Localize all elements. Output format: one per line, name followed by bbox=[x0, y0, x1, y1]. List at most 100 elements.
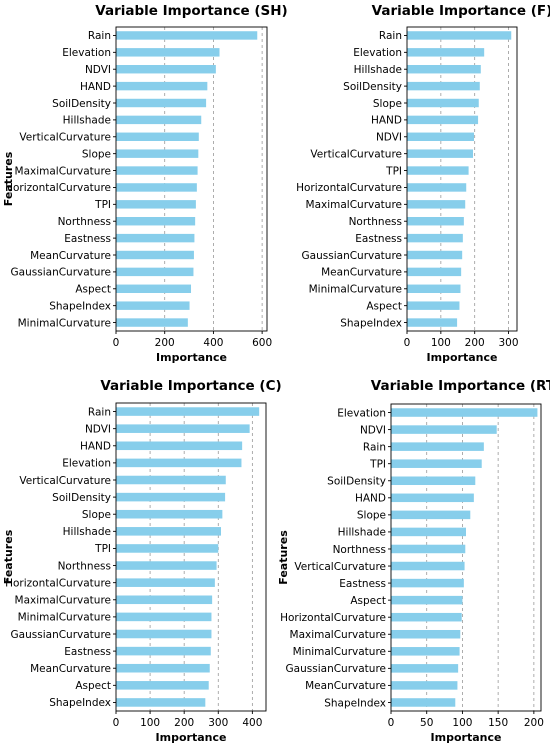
bar bbox=[391, 647, 460, 656]
bar bbox=[116, 612, 212, 622]
x-tick-label: 200 bbox=[465, 337, 485, 349]
bar bbox=[116, 183, 197, 192]
y-tick-label: NDVI bbox=[85, 423, 111, 435]
y-tick-label: Northness bbox=[349, 216, 402, 228]
bar bbox=[116, 646, 211, 656]
x-tick-label: 300 bbox=[208, 717, 228, 729]
bar bbox=[116, 301, 190, 310]
chart-panel-f: Variable Importance (F) Rain Elevation Hill… bbox=[296, 3, 550, 364]
y-tick-label: Rain bbox=[363, 441, 386, 453]
y-tick-label: MaximalCurvature bbox=[15, 595, 111, 607]
bar bbox=[116, 561, 217, 570]
y-tick-label: Rain bbox=[379, 30, 402, 42]
y-tick-label: HAND bbox=[355, 493, 386, 505]
plot-frame bbox=[115, 26, 268, 332]
y-tick-label: MeanCurvature bbox=[30, 250, 111, 262]
plot-frame bbox=[115, 402, 267, 712]
y-tick-label: Eastness bbox=[64, 233, 111, 245]
y-tick-label: MinimalCurvature bbox=[309, 284, 402, 296]
y-tick-label: TPI bbox=[94, 543, 111, 555]
y-tick-label: Slope bbox=[82, 509, 111, 521]
bar bbox=[391, 698, 456, 707]
bar bbox=[391, 425, 497, 434]
y-tick-label: Rain bbox=[88, 406, 111, 418]
y-tick-label: Elevation bbox=[337, 407, 386, 419]
x-tick-label: 400 bbox=[203, 337, 223, 349]
bar bbox=[391, 408, 538, 417]
y-tick-label: MinimalCurvature bbox=[18, 612, 111, 624]
x-tick-label: 200 bbox=[524, 717, 544, 729]
bar bbox=[116, 544, 219, 553]
bar bbox=[116, 48, 220, 57]
bar bbox=[391, 681, 458, 690]
bar bbox=[116, 318, 188, 327]
bar bbox=[407, 81, 480, 91]
y-tick-label: ShapeIndex bbox=[49, 697, 111, 709]
y-tick-label: MeanCurvature bbox=[321, 267, 402, 279]
y-tick-label: SoilDensity bbox=[343, 81, 402, 93]
bar bbox=[116, 267, 194, 277]
chart-title: Variable Importance (RT) bbox=[371, 378, 550, 394]
y-tick-label: HorizontalCurvature bbox=[296, 182, 402, 194]
bar bbox=[116, 509, 223, 519]
y-axis-label: Features bbox=[2, 529, 15, 584]
bar bbox=[116, 31, 258, 40]
plot-frame bbox=[406, 26, 518, 332]
bar bbox=[116, 527, 221, 536]
y-tick-label: Elevation bbox=[62, 458, 111, 470]
bar bbox=[116, 98, 207, 108]
y-tick-label: HAND bbox=[80, 441, 111, 453]
bar bbox=[391, 442, 484, 451]
bar bbox=[116, 698, 206, 707]
y-tick-label: SoilDensity bbox=[327, 476, 386, 488]
x-tick-label: 100 bbox=[431, 337, 451, 349]
y-tick-label: MinimalCurvature bbox=[18, 317, 111, 329]
bar bbox=[116, 475, 226, 485]
bar bbox=[116, 284, 192, 293]
y-axis-label: Features bbox=[277, 530, 290, 585]
bar bbox=[407, 31, 512, 40]
bar bbox=[116, 441, 243, 451]
y-tick-label: Aspect bbox=[350, 595, 386, 607]
y-tick-label: HorizontalCurvature bbox=[280, 612, 386, 624]
bar bbox=[391, 476, 476, 486]
bar bbox=[407, 132, 475, 141]
x-tick-label: 600 bbox=[252, 337, 272, 349]
y-tick-label: GaussianCurvature bbox=[302, 250, 402, 262]
bar bbox=[391, 664, 459, 673]
y-tick-label: MaximalCurvature bbox=[290, 629, 386, 641]
bar bbox=[407, 318, 458, 327]
bar bbox=[391, 527, 466, 537]
y-tick-label: TPI bbox=[94, 199, 111, 211]
bar bbox=[407, 284, 461, 293]
y-tick-label: Northness bbox=[58, 560, 111, 572]
x-tick-label: 400 bbox=[242, 717, 262, 729]
y-tick-label: VerticalCurvature bbox=[294, 561, 386, 573]
x-tick-label: 200 bbox=[174, 717, 194, 729]
bar bbox=[391, 459, 482, 468]
bar bbox=[116, 200, 196, 209]
bar bbox=[391, 544, 466, 554]
bar bbox=[116, 424, 250, 433]
bar bbox=[116, 149, 199, 158]
x-tick-label: 300 bbox=[499, 337, 519, 349]
y-tick-label: Northness bbox=[333, 544, 386, 556]
y-tick-label: ShapeIndex bbox=[324, 697, 386, 709]
bar bbox=[407, 217, 464, 226]
bar bbox=[116, 681, 209, 690]
y-tick-label: Aspect bbox=[75, 284, 111, 296]
y-tick-label: Slope bbox=[82, 148, 111, 160]
y-tick-label: Northness bbox=[58, 216, 111, 228]
y-tick-label: SoilDensity bbox=[52, 98, 111, 110]
chart-panel-sh: Variable Importance (SH) Rain Elevation NDV… bbox=[2, 3, 288, 364]
bar bbox=[116, 217, 196, 226]
bar bbox=[407, 65, 481, 74]
bar bbox=[116, 65, 216, 74]
bar bbox=[116, 458, 242, 468]
y-tick-label: GaussianCurvature bbox=[286, 663, 386, 675]
bar bbox=[116, 166, 198, 175]
y-tick-label: ShapeIndex bbox=[340, 317, 402, 329]
y-tick-label: Aspect bbox=[366, 300, 402, 312]
y-tick-label: Elevation bbox=[353, 47, 402, 59]
plot-frame bbox=[390, 403, 542, 712]
